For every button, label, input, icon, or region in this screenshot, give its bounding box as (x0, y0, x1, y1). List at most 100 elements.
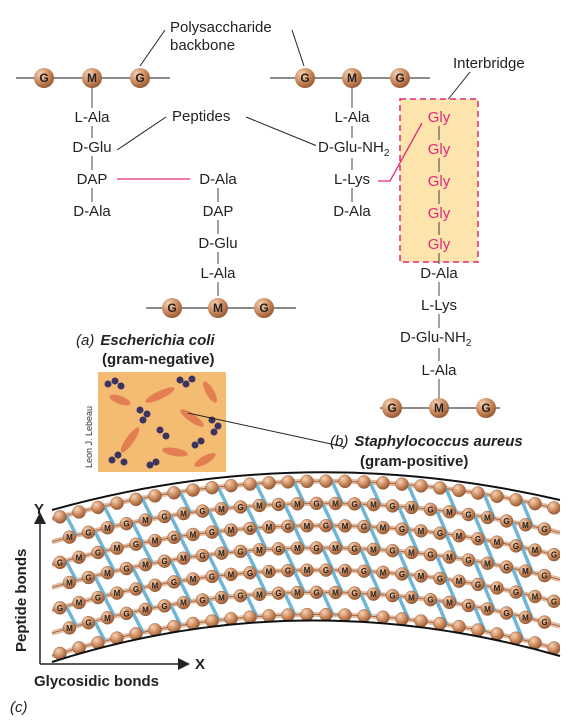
peptide-crosslink (92, 620, 107, 642)
staph-residue-d-glu-nh2: D-Glu-NH2 (318, 139, 390, 159)
sugar-m-bead: M (62, 530, 77, 544)
sugar-m-bead: M (528, 589, 542, 604)
sugar-g-bead: G (167, 530, 181, 545)
staph-residue-l-lys: L-Lys (334, 171, 370, 188)
sugar-m-bead: M (376, 565, 390, 580)
sugar-g-bead: G (319, 563, 333, 577)
sugar-g-bead: G (129, 537, 143, 551)
sugar-m-bead: M (224, 567, 238, 582)
peptide-crosslink (102, 505, 117, 528)
sugar-g-bead: G (309, 496, 324, 511)
svg-text:G: G (313, 499, 319, 508)
peptides-label: Peptides (172, 108, 230, 125)
sugar-m-bead: M (186, 527, 200, 542)
sugar-m-bead: M (138, 513, 153, 527)
sugar-m-bead: M (100, 521, 115, 535)
svg-text:G: G (387, 401, 396, 415)
backbone-leader-left (139, 29, 166, 67)
sugar-m-bead: M (110, 541, 124, 555)
sugar-g-bead: G (461, 598, 476, 613)
svg-text:G: G (247, 569, 253, 578)
sugar-m-bead: M (414, 569, 428, 583)
svg-text:M: M (142, 605, 149, 614)
sugar-g-bead: G (309, 541, 324, 555)
sugar-g-bead: G (385, 544, 400, 558)
svg-text:G: G (133, 585, 139, 594)
svg-text:G: G (85, 574, 91, 583)
svg-text:G: G (161, 602, 167, 611)
peptidoglycan-sheet: M G M G M G M G M G M G M G M G M G M G M G M G M G G M G M G M G M G M G M G M… (51, 471, 561, 663)
sugar-g-node: G (34, 68, 54, 88)
svg-text:M: M (370, 590, 377, 599)
sugar-m-bead: M (328, 541, 343, 555)
svg-text:G: G (351, 500, 357, 509)
svg-text:G: G (427, 551, 433, 560)
svg-text:M: M (180, 554, 187, 563)
sugar-g-bead (91, 500, 105, 515)
sugar-m-bead: M (452, 574, 466, 588)
svg-text:G: G (361, 567, 367, 576)
sugar-m-bead: M (366, 498, 381, 512)
svg-text:G: G (427, 596, 433, 605)
sugar-m-bead: M (490, 535, 504, 549)
sugar-g-bead: G (81, 616, 96, 630)
ecoli-residue-d-ala-2: D-Ala (199, 171, 237, 188)
svg-text:G: G (475, 535, 481, 544)
sugar-g-bead: G (499, 514, 514, 528)
svg-text:M: M (418, 527, 425, 536)
svg-text:M: M (152, 581, 159, 590)
backbone-label-line2: backbone (170, 37, 235, 54)
sugar-g-bead: G (357, 564, 371, 578)
sugar-m-bead: M (252, 543, 267, 557)
sugar-m-bead (376, 610, 390, 624)
ecoli-bottom-backbone: G M G (146, 298, 296, 318)
svg-text:M: M (104, 614, 111, 623)
sugar-g-bead: G (319, 519, 333, 533)
svg-text:G: G (39, 71, 48, 85)
ecoli-top-backbone: G M G (16, 68, 170, 88)
svg-text:G: G (513, 542, 519, 551)
svg-text:M: M (380, 524, 387, 533)
sugar-g-bead: G (129, 582, 143, 596)
sugar-m-bead: M (338, 519, 352, 533)
sugar-m-bead: M (290, 585, 305, 600)
sugar-m-node: M (82, 68, 102, 88)
svg-text:M: M (104, 524, 111, 533)
svg-text:G: G (285, 567, 291, 576)
sugar-g-bead: G (423, 547, 438, 562)
sugar-g-bead: G (537, 522, 552, 536)
staph-residue-l-ala: L-Ala (334, 109, 370, 126)
sugar-g-bead: G (537, 615, 552, 629)
interbridge-leader (445, 71, 471, 103)
sugar-g-bead: G (395, 567, 409, 581)
svg-text:M: M (114, 544, 121, 553)
svg-text:G: G (57, 558, 63, 567)
peptide-crosslink (206, 509, 221, 533)
peptide-crosslink (64, 514, 79, 537)
sugar-m-bead: M (518, 564, 533, 578)
svg-text:G: G (465, 511, 471, 520)
sugar-m-bead (148, 489, 162, 503)
sugar-g-bead (243, 477, 257, 491)
sugar-m-bead: M (252, 498, 267, 513)
sugar-m-bead: M (262, 520, 276, 534)
sugar-g-bead (319, 474, 333, 488)
sugar-m-bead (414, 479, 428, 493)
svg-text:G: G (399, 570, 405, 579)
sugar-g-bead: G (461, 553, 476, 567)
sugar-m-bead: M (262, 564, 276, 579)
svg-text:G: G (237, 547, 243, 556)
svg-text:G: G (351, 589, 357, 598)
sugar-m-bead: M (214, 590, 229, 605)
svg-text:G: G (389, 592, 395, 601)
micrograph-image (98, 372, 226, 472)
svg-text:G: G (503, 563, 509, 572)
sugar-g-bead (395, 612, 409, 626)
sugar-g-bead: G (347, 586, 362, 600)
svg-text:G: G (199, 552, 205, 561)
sugar-g-node: G (390, 68, 410, 88)
svg-text:M: M (142, 561, 149, 570)
peptide-crosslink (168, 514, 183, 538)
svg-text:G: G (437, 529, 443, 538)
